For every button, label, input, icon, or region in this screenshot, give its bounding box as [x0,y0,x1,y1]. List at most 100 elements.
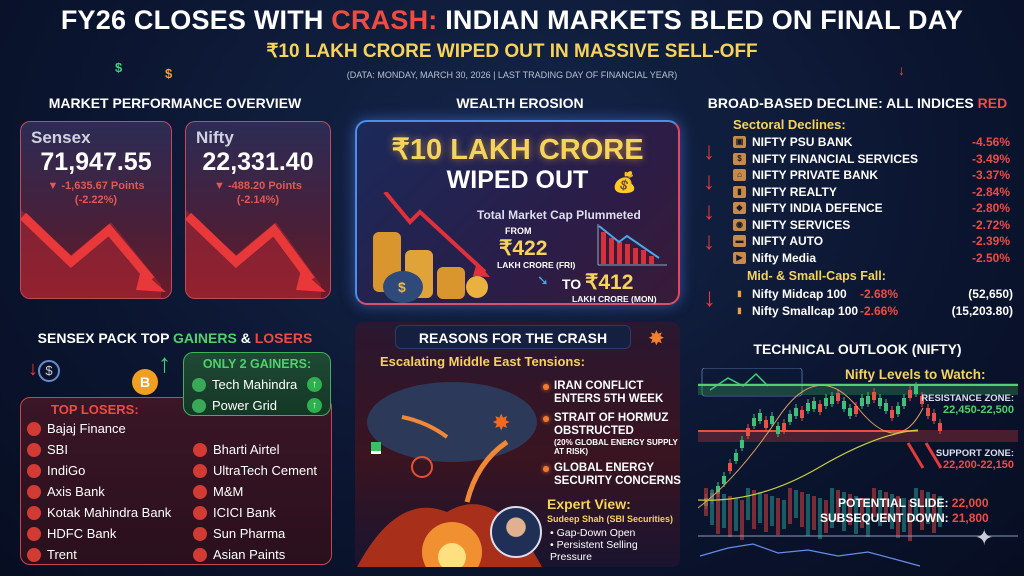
bar-chart-icon: ▮ [737,289,742,299]
candle [812,401,816,409]
reasons-subtitle: Escalating Middle East Tensions: [380,354,585,369]
resistance-label: RESISTANCE ZONE: [921,393,1014,404]
company-logo-icon [27,547,41,562]
company-logo-icon [192,377,206,392]
reason-item: STRAIT OF HORMUZ OBSTRUCTED (20% GLOBAL E… [542,412,682,456]
sector-icon: ▬ [733,235,746,248]
company-logo-icon [27,463,41,478]
volume-bar [806,494,810,536]
falling-bars-icon [597,224,667,266]
money-bags-icon: 💰 [612,172,637,194]
oscillator-line [699,543,921,567]
volume-bar [824,500,828,533]
candle [908,390,912,398]
sector-icon: ▣ [733,136,746,149]
candle [806,403,810,411]
volume-bar [776,498,780,535]
list-item: Kotak Mahindra Bank [27,502,171,523]
sensex-card: Sensex 71,947.55 ▼ -1,635.67 Points (-2.2… [20,121,172,299]
candle [722,476,726,484]
sector-icon: ◉ [733,218,746,231]
list-item: IndiGo [27,460,171,481]
index-change: ▼ -1,635.67 Points (-2.22%) [47,180,145,206]
volume-bar [764,494,768,532]
candle [794,408,798,416]
resistance-value: 22,450-22,500 [943,404,1014,416]
list-item: ▶ Nifty Media -2.50% [733,250,1010,267]
to-value: ₹412 [585,271,634,294]
index-name: Sensex [31,128,91,147]
candle [782,423,786,431]
candle [932,413,936,421]
bar-chart-icon: ▮ [737,305,742,315]
candle [848,408,852,416]
candle [878,398,882,406]
candle [842,401,846,409]
expert-point: • Gap-Down Open [550,527,636,539]
company-logo-icon [193,442,207,457]
reason-item: GLOBAL ENERGY SECURITY CONCERNS [542,462,682,488]
volume-bar [866,500,870,537]
volume-bar [932,494,936,533]
wealth-amount: ₹10 LAKH CRORE [391,134,644,166]
list-item: ▮ Nifty Midcap 100 -2.68% (52,650) [733,286,1013,303]
volume-bar [920,490,924,530]
volume-bar [770,496,774,526]
expert-name: Sudeep Shah (SBI Securities) [547,514,674,524]
candle [902,398,906,406]
down-arrow-icon [906,442,925,469]
wealth-wiped: WIPED OUT [446,166,589,194]
candle [734,453,738,461]
svg-text:✸: ✸ [492,410,510,435]
volume-bar [938,496,942,527]
company-logo-icon [27,442,41,457]
reason-item: IRAN CONFLICT ENTERS 5TH WEEK [542,380,682,406]
sector-icon: ⌂ [733,169,746,182]
list-item: ▮ Nifty Smallcap 100 -2.66% (15,203.80) [733,303,1013,320]
subtitle: ₹10 LAKH CRORE WIPED OUT IN MASSIVE SELL… [266,41,758,62]
candle [746,428,750,436]
company-logo-icon [27,421,41,436]
title-highlight: CRASH: [331,5,438,35]
sectoral-title: Sectoral Declines: [733,117,846,132]
to-unit: LAKH CRORE (MON) [572,294,657,304]
losers-title: TOP LOSERS: [51,402,139,417]
list-item: ◆ NIFTY INDIA DEFENCE -2.80% [733,200,1010,217]
main-title: FY26 CLOSES WITH CRASH: INDIAN MARKETS B… [60,5,964,35]
dollar-icon: $ [115,60,123,75]
from-label: FROM [505,226,532,236]
wealth-heading: WEALTH EROSION [456,95,584,111]
company-logo-icon [193,526,207,541]
sparkle-icon: ✦ [975,525,994,550]
volume-bar [890,494,894,529]
potential-slide: POTENTIAL SLIDE: 22,000 [838,496,989,510]
volume-bar [902,498,906,532]
volume-bar [794,490,798,518]
losers-list-left: Bajaj Finance SBI IndiGo Axis Bank Kotak Mah… [27,418,171,565]
up-arrow-icon: ↑ [158,348,171,378]
volume-bar [740,500,744,540]
expert-avatar [490,506,542,558]
company-logo-icon [193,547,207,562]
volume-bar [728,496,732,537]
company-logo-icon [192,398,206,413]
company-logo-icon [27,484,41,499]
volume-bar [710,490,714,525]
candle [914,386,918,394]
list-item: SBI [27,439,171,460]
support-value: 22,200-22,150 [943,459,1014,471]
list-item: Bajaj Finance [27,418,171,439]
losers-list-right: Bharti Airtel UltraTech Cement M&M ICICI Ba… [193,439,317,565]
candle [716,486,720,494]
candle [830,396,834,404]
volume-bar [854,496,858,534]
company-logo-icon [27,526,41,541]
volume-bar [878,490,882,526]
subsequent-down: SUBSEQUENT DOWN: 21,800 [820,511,989,525]
mini-chart-frame [701,368,803,397]
explosion-icon: ✸ [648,328,665,350]
to-label: TO [562,276,582,292]
bitcoin-icon: B [132,369,158,395]
candle [854,406,858,414]
volume-bar [872,488,876,517]
